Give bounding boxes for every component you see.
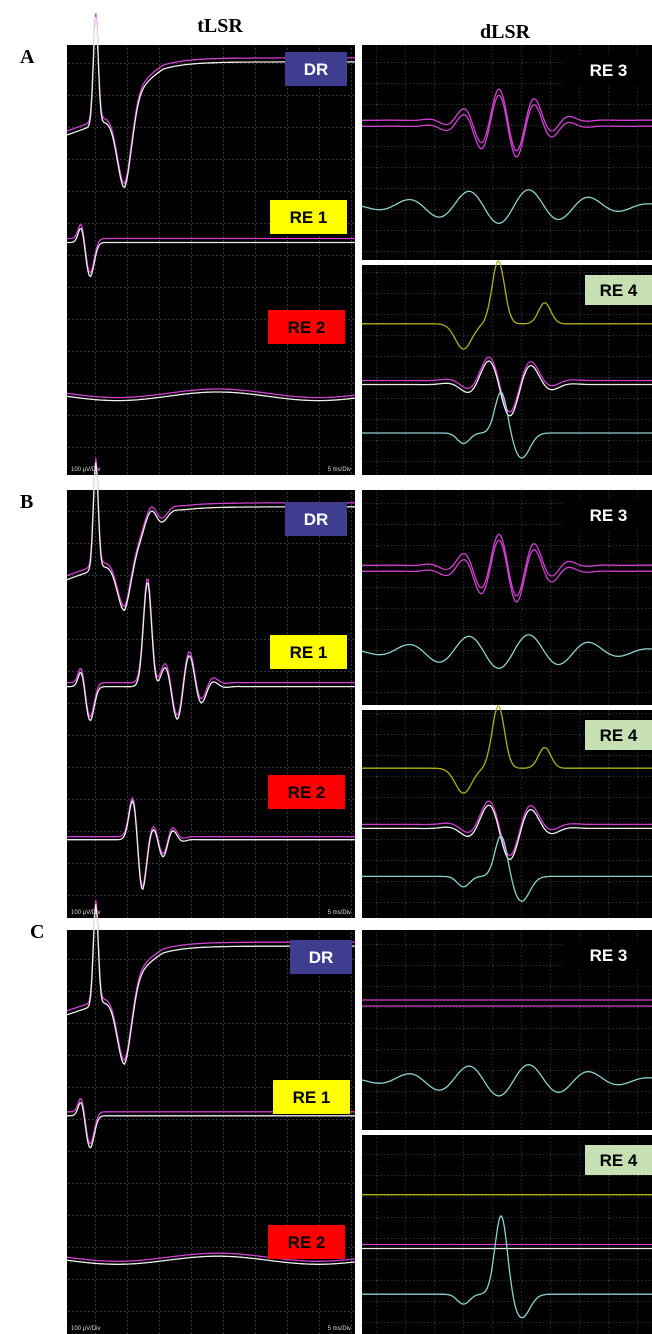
trace-label: DR — [304, 510, 329, 529]
trace-label: RE 1 — [290, 208, 328, 227]
trace-label: RE 4 — [600, 1151, 638, 1170]
figure: tLSR dLSR A 100 µV/Div 5 ms/Div DR RE 1 RE 2 R… — [0, 0, 652, 1334]
trace-label: RE 4 — [600, 281, 638, 300]
trace-label: DR — [304, 60, 329, 79]
trace-label: RE 2 — [288, 1233, 326, 1252]
trace-label: RE 1 — [293, 1088, 331, 1107]
trace-label: RE 2 — [288, 783, 326, 802]
column-header: tLSR — [197, 15, 243, 37]
trace-label: RE 4 — [600, 726, 638, 745]
row-label: B — [20, 491, 33, 513]
x-scale: 5 ms/Div — [328, 467, 351, 473]
x-scale: 5 ms/Div — [328, 910, 351, 916]
row-label: A — [20, 46, 35, 68]
trace-label: RE 2 — [288, 318, 326, 337]
grid — [67, 45, 355, 475]
y-scale: 100 µV/Div — [71, 1326, 100, 1332]
trace-label: RE 3 — [590, 61, 628, 80]
column-header: dLSR — [480, 21, 531, 43]
trace-label: RE 3 — [590, 506, 628, 525]
row-label: C — [30, 921, 44, 943]
grid — [67, 490, 355, 918]
trace-label: RE 1 — [290, 643, 328, 662]
trace-label: DR — [309, 948, 334, 967]
trace-label: RE 3 — [590, 946, 628, 965]
x-scale: 5 ms/Div — [328, 1326, 351, 1332]
grid — [67, 930, 355, 1334]
